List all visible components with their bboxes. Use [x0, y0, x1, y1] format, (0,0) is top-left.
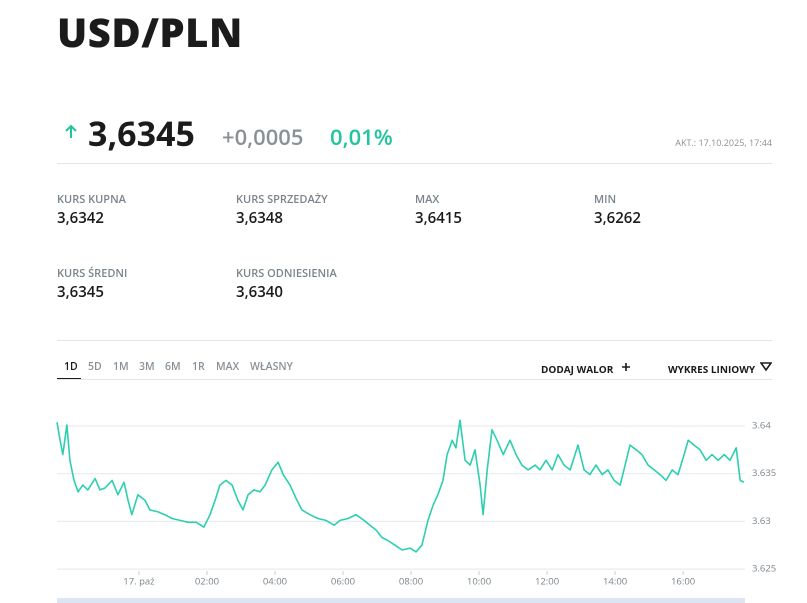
stat-label: MIN	[594, 192, 617, 207]
separator	[57, 163, 772, 164]
chart-type-button[interactable]: WYKRES LINIOWY	[668, 362, 756, 376]
x-tick-label: 17. paź	[123, 575, 155, 588]
add-button[interactable]: DODAJ WALOR	[541, 362, 614, 376]
tab[interactable]: 1R	[192, 360, 205, 374]
stat-value: 3,6348	[236, 208, 283, 228]
x-tick-label: 08:00	[399, 575, 423, 588]
stat-value: 3,6340	[236, 282, 283, 302]
updated: AKT.: 17.10.2025, 17:44	[675, 136, 772, 149]
tab[interactable]: WŁASNY	[250, 360, 293, 374]
price: 3,6345	[88, 110, 195, 156]
x-tick-label: 02:00	[195, 575, 219, 588]
stat-value: 3,6262	[594, 208, 641, 228]
tab[interactable]: 3M	[139, 360, 155, 374]
title: USD/PLN	[57, 4, 243, 59]
x-tick-label: 16:00	[671, 575, 695, 588]
stat-label: KURS KUPNA	[57, 192, 126, 207]
y-tick-label: 3.635	[752, 466, 776, 479]
price-line	[56, 419, 745, 553]
x-tick-label: 04:00	[263, 575, 287, 588]
change-percent: 0,01%	[330, 122, 393, 152]
separator	[57, 379, 772, 380]
stat-label: KURS ODNIESIENIA	[236, 266, 337, 281]
stat-value: 3,6345	[57, 282, 104, 302]
stat-label: KURS SPRZEDAŻY	[236, 192, 328, 207]
stat-label: MAX	[415, 192, 440, 207]
x-tick-label: 10:00	[467, 575, 491, 588]
tab[interactable]: 1M	[113, 360, 129, 374]
up-arrow	[65, 124, 77, 138]
y-tick-label: 3.625	[752, 562, 776, 575]
y-tick-label: 3.63	[752, 514, 771, 527]
separator	[57, 340, 772, 341]
tab[interactable]: 1D	[64, 360, 78, 374]
x-tick-label: 06:00	[331, 575, 355, 588]
dropdown-icon[interactable]	[760, 362, 772, 372]
x-tick-label: 14:00	[603, 575, 627, 588]
tab[interactable]: 6M	[165, 360, 181, 374]
change: +0,0005	[222, 122, 304, 152]
stat-value: 3,6415	[415, 208, 462, 228]
plus-icon[interactable]	[621, 362, 631, 372]
y-tick-label: 3.64	[752, 419, 771, 432]
x-tick-label: 12:00	[535, 575, 559, 588]
tab[interactable]: 5D	[88, 360, 102, 374]
tab[interactable]: MAX	[216, 360, 240, 374]
scrollbar	[57, 598, 745, 603]
stat-value: 3,6342	[57, 208, 104, 228]
stat-label: KURS ŚREDNI	[57, 266, 128, 281]
